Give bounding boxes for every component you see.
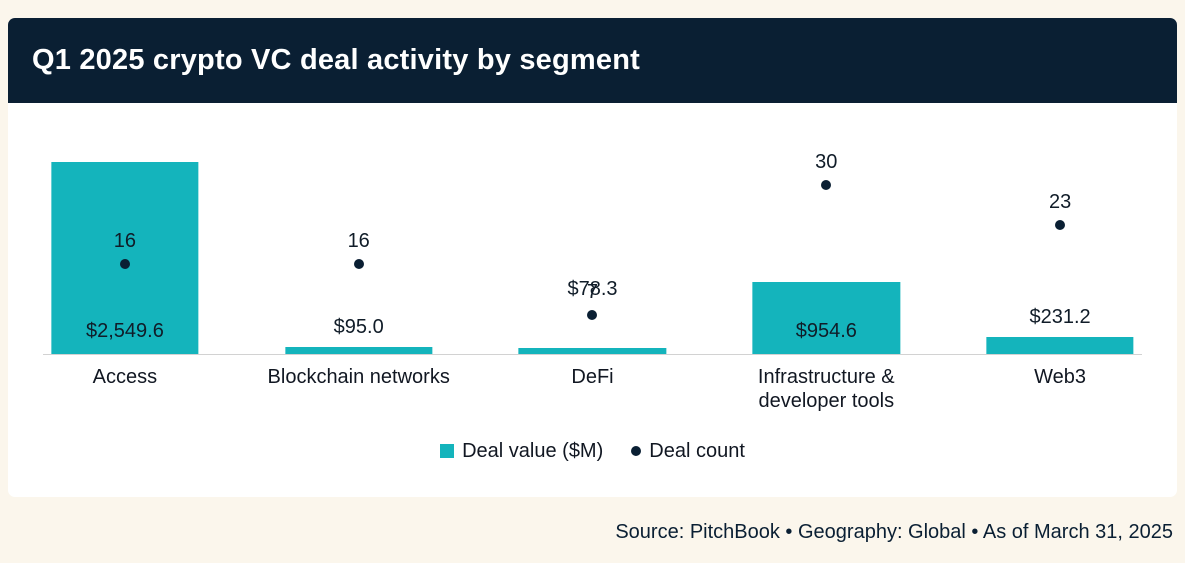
- deal-count-dot: [353, 259, 364, 270]
- category-label: Blockchain networks: [267, 366, 450, 388]
- plot-area: $2,549.6 16 $95.0 16 $78.3 7 $954.6 30 $231.2 23: [8, 105, 1177, 355]
- legend-label-deal-value: Deal value ($M): [462, 439, 604, 462]
- legend-item-deal-value: Deal value ($M): [440, 440, 603, 463]
- chart-body: $2,549.6 16 $95.0 16 $78.3 7 $954.6 30 $231.2 23 …: [8, 103, 1177, 497]
- deal-value-bar: [986, 336, 1134, 354]
- deal-value-label: $78.3: [567, 278, 618, 301]
- x-axis-baseline: [43, 354, 1142, 355]
- chart-title: Q1 2025 crypto VC deal activity by segme…: [32, 44, 640, 76]
- deal-value-label: $2,549.6: [85, 320, 164, 342]
- deal-value-label: $231.2: [1029, 305, 1091, 328]
- chart-column: $2,549.6 16: [8, 105, 242, 355]
- deal-count-label: 30: [815, 151, 838, 173]
- deal-value-label: $954.6: [795, 320, 857, 342]
- deal-value-bar: [752, 282, 900, 354]
- chart-column: $954.6 30: [709, 105, 943, 355]
- chart-card: Q1 2025 crypto VC deal activity by segme…: [8, 18, 1177, 497]
- deal-count-dot: [119, 259, 130, 270]
- deal-count-dot-icon: [631, 446, 642, 457]
- chart-column: $78.3 7: [476, 105, 710, 355]
- deal-count-label: 16: [113, 230, 137, 253]
- legend-label-deal-count: Deal count: [649, 439, 745, 462]
- deal-count-label: 16: [347, 230, 370, 253]
- legend: Deal value ($M) Deal count: [8, 440, 1177, 463]
- deal-count-dot: [821, 180, 832, 190]
- chart-header: Q1 2025 crypto VC deal activity by segme…: [8, 18, 1177, 103]
- deal-count-label: 23: [1048, 190, 1072, 213]
- category-label: Access: [92, 366, 158, 388]
- deal-count-label: 7: [586, 281, 599, 304]
- deal-value-bar: [285, 346, 433, 354]
- deal-value-swatch-icon: [440, 444, 455, 459]
- category-label: Infrastructure & developer tools: [757, 366, 895, 413]
- deal-count-dot: [587, 310, 598, 321]
- category-label: Web3: [1034, 366, 1087, 388]
- category-label: DeFi: [571, 366, 614, 388]
- source-line: Source: PitchBook • Geography: Global • …: [615, 520, 1173, 543]
- deal-count-dot: [1055, 219, 1066, 230]
- chart-column: $95.0 16: [242, 105, 476, 355]
- category-row: Access Blockchain networks DeFi Infrastruct…: [8, 365, 1177, 414]
- legend-item-deal-count: Deal count: [631, 440, 745, 463]
- deal-value-label: $95.0: [333, 315, 384, 338]
- deal-value-bar: [518, 348, 667, 354]
- chart-column: $231.2 23: [943, 105, 1177, 355]
- deal-value-bar: [51, 162, 199, 354]
